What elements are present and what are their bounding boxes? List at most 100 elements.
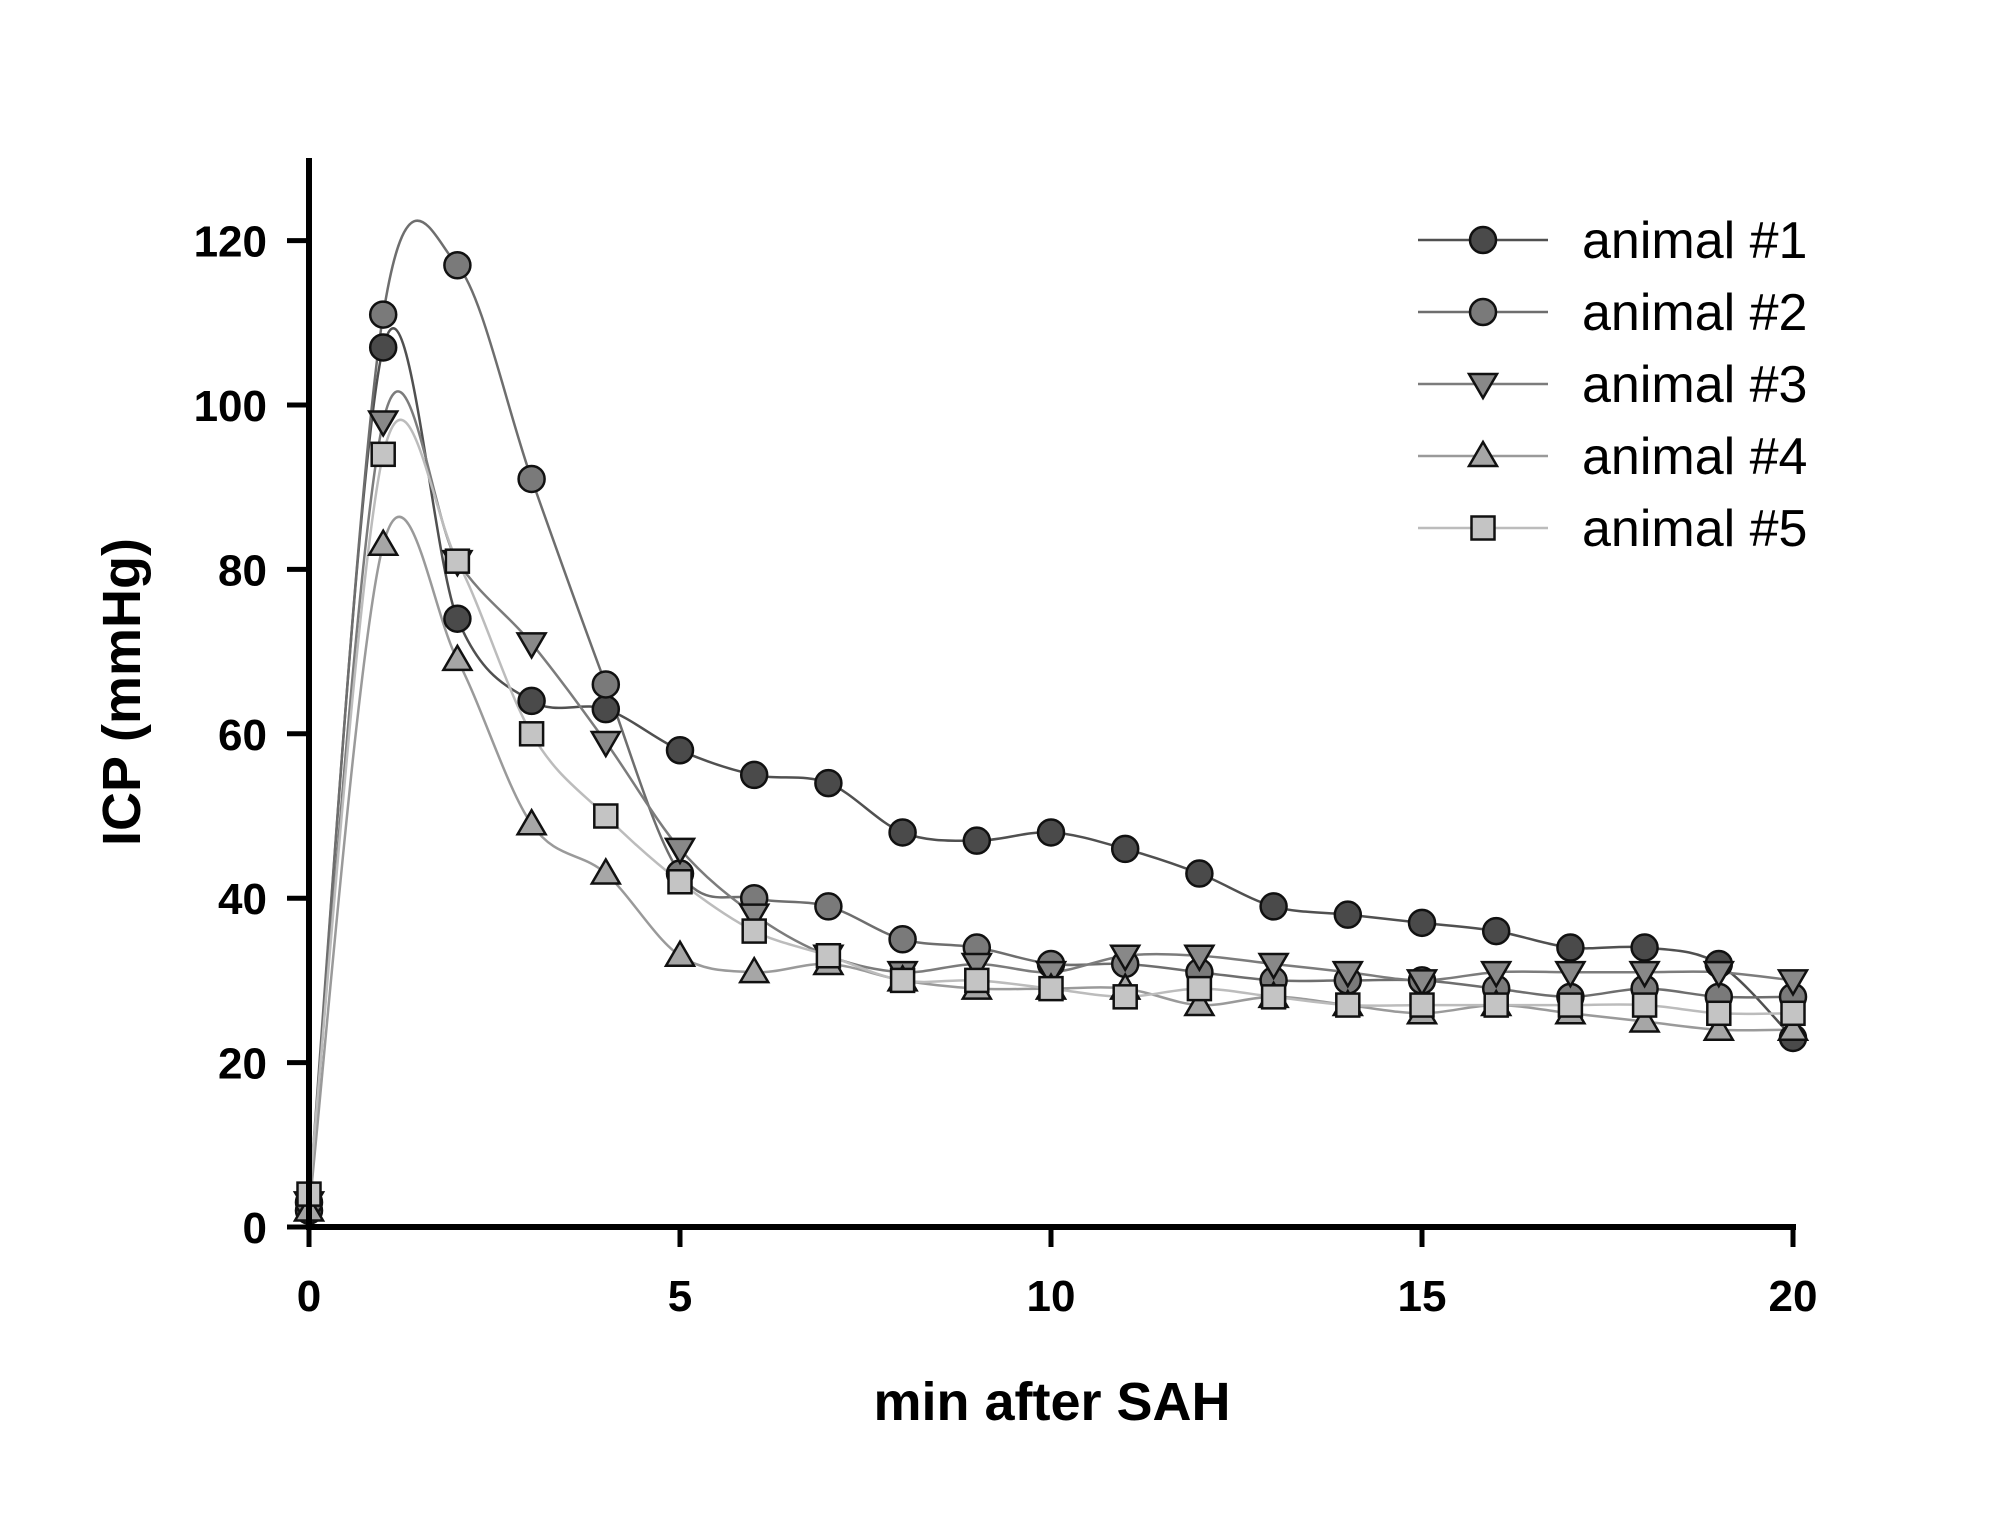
data-point-animal-2 <box>888 925 917 954</box>
data-point-animal-5 <box>889 967 916 994</box>
y-tick-label: 20 <box>218 1040 267 1089</box>
data-point-animal-2 <box>591 670 621 699</box>
data-point-animal-1 <box>814 768 843 798</box>
legend-label-animal-5: animal #5 <box>1582 500 1807 558</box>
x-tick-label: 15 <box>1398 1272 1447 1321</box>
data-point-animal-4 <box>1183 988 1216 1017</box>
data-point-animal-1 <box>1333 900 1363 929</box>
data-point-animal-3 <box>663 837 697 866</box>
data-point-animal-5 <box>1186 975 1213 1002</box>
legend-marker-animal-5 <box>1470 515 1496 541</box>
data-point-animal-3 <box>1405 969 1439 997</box>
data-point-animal-3 <box>1554 960 1587 989</box>
series-markers <box>292 251 1810 1225</box>
data-point-animal-1 <box>1259 892 1288 921</box>
data-point-animal-5 <box>964 967 990 994</box>
data-point-animal-1 <box>962 826 992 855</box>
legend-label-animal-4: animal #4 <box>1582 428 1807 486</box>
data-point-animal-5 <box>1631 992 1658 1018</box>
data-point-animal-1 <box>1036 818 1066 847</box>
data-point-animal-5 <box>370 441 396 468</box>
data-point-animal-4 <box>1702 1013 1735 1041</box>
ticks: 0 20 40 60 80 100 120 0 5 10 15 20 <box>194 218 1818 1321</box>
series-line-animal-1 <box>307 327 1794 1211</box>
data-point-animal-1 <box>1110 834 1140 864</box>
data-point-animal-3 <box>589 730 622 759</box>
y-tick-label: 100 <box>194 382 267 431</box>
legend-marker-animal-2 <box>1468 297 1498 327</box>
data-point-animal-1 <box>1481 916 1511 946</box>
data-point-animal-5 <box>1409 992 1435 1018</box>
x-axis-label: min after SAH <box>873 1372 1230 1432</box>
legend-label-animal-1: animal #1 <box>1582 212 1807 270</box>
data-point-animal-5 <box>1483 992 1509 1018</box>
y-tick-label: 60 <box>218 711 267 760</box>
y-axis-label: ICP (mmHg) <box>92 538 152 846</box>
data-point-animal-3 <box>1702 960 1735 989</box>
x-tick-label: 10 <box>1027 1272 1076 1321</box>
x-tick-label: 5 <box>668 1272 692 1321</box>
data-point-animal-3 <box>1628 960 1661 989</box>
legend-label-animal-2: animal #2 <box>1582 284 1807 342</box>
data-point-animal-4 <box>441 643 474 672</box>
data-point-animal-4 <box>515 807 548 836</box>
data-point-animal-3 <box>515 632 548 660</box>
data-point-animal-1 <box>1556 933 1585 962</box>
legend-marker-animal-1 <box>1468 225 1498 255</box>
data-point-animal-5 <box>815 942 842 969</box>
data-point-animal-1 <box>443 604 472 633</box>
legend-marker-animal-4 <box>1466 439 1500 468</box>
data-point-animal-3 <box>1183 944 1216 973</box>
data-point-animal-2 <box>814 892 843 921</box>
data-point-animal-5 <box>518 721 545 747</box>
data-point-animal-1 <box>739 760 769 790</box>
data-point-animal-5 <box>741 918 767 944</box>
data-point-animal-1 <box>591 694 621 724</box>
data-point-animal-3 <box>960 952 993 981</box>
data-point-animal-5 <box>444 548 471 574</box>
data-point-animal-4 <box>1628 1005 1661 1033</box>
data-point-animal-4 <box>589 857 622 885</box>
data-point-animal-5 <box>667 869 693 895</box>
y-tick-label: 120 <box>194 218 267 267</box>
data-point-animal-2 <box>517 464 546 494</box>
data-point-animal-5 <box>1260 984 1287 1010</box>
data-point-animal-3 <box>1257 952 1290 981</box>
data-point-animal-1 <box>888 818 917 847</box>
series-line-animal-5 <box>307 418 1794 1195</box>
data-point-animal-3 <box>1109 944 1142 973</box>
series-line-animal-4 <box>307 515 1794 1211</box>
data-point-animal-1 <box>1407 908 1437 938</box>
data-point-animal-1 <box>517 686 546 716</box>
data-point-animal-5 <box>1557 992 1584 1018</box>
data-point-animal-5 <box>1335 992 1361 1018</box>
data-point-animal-5 <box>1038 975 1064 1002</box>
series-lines <box>307 219 1794 1211</box>
y-tick-label: 40 <box>218 875 267 924</box>
y-tick-label: 80 <box>218 546 267 595</box>
data-point-animal-5 <box>593 803 619 829</box>
legend-label-animal-3: animal #3 <box>1582 356 1807 414</box>
data-point-animal-3 <box>1331 960 1364 989</box>
data-point-animal-5 <box>1780 1000 1806 1027</box>
data-point-animal-5 <box>1706 1000 1732 1027</box>
data-point-animal-4 <box>1776 1013 1810 1041</box>
y-tick-label: 0 <box>243 1204 267 1253</box>
data-point-animal-3 <box>367 410 400 438</box>
data-point-animal-1 <box>1630 933 1659 962</box>
data-point-animal-3 <box>1776 969 1810 997</box>
data-point-animal-1 <box>665 735 695 765</box>
data-point-animal-3 <box>1480 960 1513 989</box>
data-point-animal-2 <box>443 251 472 280</box>
x-tick-label: 0 <box>297 1272 321 1321</box>
data-point-animal-3 <box>738 903 771 932</box>
data-point-animal-1 <box>368 333 398 362</box>
x-tick-label: 20 <box>1769 1272 1818 1321</box>
data-point-animal-4 <box>367 528 400 556</box>
data-point-animal-2 <box>368 300 398 329</box>
data-point-animal-4 <box>663 939 697 967</box>
data-point-animal-4 <box>738 955 771 984</box>
data-point-animal-1 <box>1185 859 1214 888</box>
data-point-animal-5 <box>1112 984 1138 1010</box>
